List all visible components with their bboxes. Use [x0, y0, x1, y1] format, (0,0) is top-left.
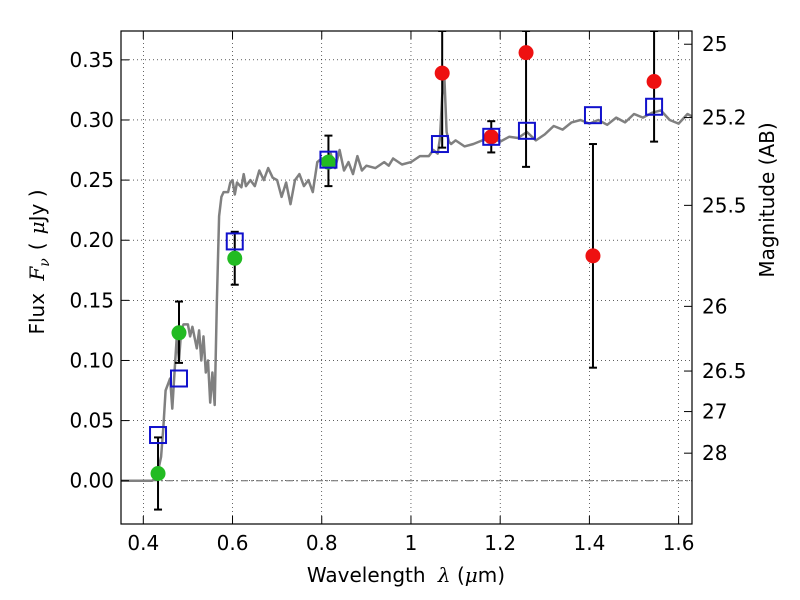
y-tick-label: 0.20 [69, 228, 114, 252]
x-axis-paren-close: ) [497, 563, 505, 587]
mag-tick-label: 27 [702, 400, 727, 424]
observed_ground-point [227, 250, 243, 266]
plot-background [121, 31, 692, 524]
y-tick-label: 0.35 [69, 48, 114, 72]
x-tick-label: 1.6 [663, 531, 695, 555]
observed_ir-point [585, 248, 601, 264]
model_photometry-point [169, 369, 188, 388]
tick-marks [121, 31, 692, 524]
y-axis-paren-open: ( [25, 242, 49, 250]
model_photometry-point [583, 106, 602, 125]
mag-tick-label: 25 [702, 32, 727, 56]
x-axis-unit: m [478, 563, 497, 587]
x-axis-label: Wavelength λ (μm) [307, 563, 505, 587]
x-axis-paren-open: ( [457, 563, 465, 587]
y-axis-symbol: F [25, 266, 49, 282]
observed_ir-point [434, 65, 450, 81]
y-tick-label: 0.10 [69, 348, 114, 372]
observed_ir-point [518, 45, 534, 61]
model_photometry-point [517, 121, 536, 140]
x-tick-label: 1.4 [573, 531, 605, 555]
y-tick-label: 0.00 [69, 469, 114, 493]
mag-tick-label: 28 [702, 441, 727, 465]
mag-tick-label: 26 [702, 294, 727, 318]
y-axis-unit-prefix: μ [25, 221, 49, 234]
mag-tick-label: 25.2 [702, 106, 747, 130]
error-bar [438, 31, 447, 149]
x-tick-label: 0.8 [306, 531, 338, 555]
y-axis-subscript: ν [37, 258, 53, 267]
x-tick-labels: 0.4 0.6 0.8 1 1.2 1.4 1.6 [127, 531, 694, 555]
x-tick-label: 1 [405, 531, 418, 555]
plot-frame [120, 30, 693, 525]
observed_ground-point [150, 465, 166, 481]
model-spectrum-line [121, 76, 692, 482]
x-axis-label-text: Wavelength [307, 563, 426, 587]
data-layer [121, 31, 692, 511]
model_photometry-point [319, 150, 338, 169]
data-points [149, 45, 664, 481]
mag-tick-label: 25.5 [702, 193, 747, 217]
x-tick-label: 0.6 [217, 531, 249, 555]
model_photometry-point [225, 232, 244, 251]
x-axis-unit-prefix: μ [465, 563, 478, 587]
y-tick-label: 0.05 [69, 409, 114, 433]
model_photometry-point [645, 97, 664, 116]
y-axis-unit: Jy [25, 203, 49, 223]
observed_ir-point [646, 74, 662, 90]
y-axis-label-text: Flux [25, 293, 49, 335]
y-axis-label: Flux Fν ( μJy ) [25, 189, 53, 334]
x-axis-symbol: λ [437, 563, 451, 587]
observed_ir-point [483, 129, 499, 145]
observed_ground-point [320, 154, 336, 170]
y-axis-paren-close: ) [25, 189, 49, 197]
y-tick-label: 0.15 [69, 288, 114, 312]
y2-axis-label: Magnitude (AB) [755, 122, 779, 277]
y-tick-labels: 0.00 0.05 0.10 0.15 0.20 0.25 0.30 0.35 [69, 48, 114, 493]
model_photometry-point [149, 426, 168, 445]
y-tick-label: 0.30 [69, 108, 114, 132]
magnitude-tick-labels: 25 25.2 25.5 26 26.5 27 28 [702, 32, 747, 465]
x-tick-label: 0.4 [127, 531, 159, 555]
model_photometry-point [430, 135, 449, 154]
y-tick-label: 0.25 [69, 168, 114, 192]
x-tick-label: 1.2 [484, 531, 516, 555]
observed_ground-point [171, 325, 187, 341]
mag-tick-label: 26.5 [702, 359, 747, 383]
model_photometry-point [482, 127, 501, 146]
